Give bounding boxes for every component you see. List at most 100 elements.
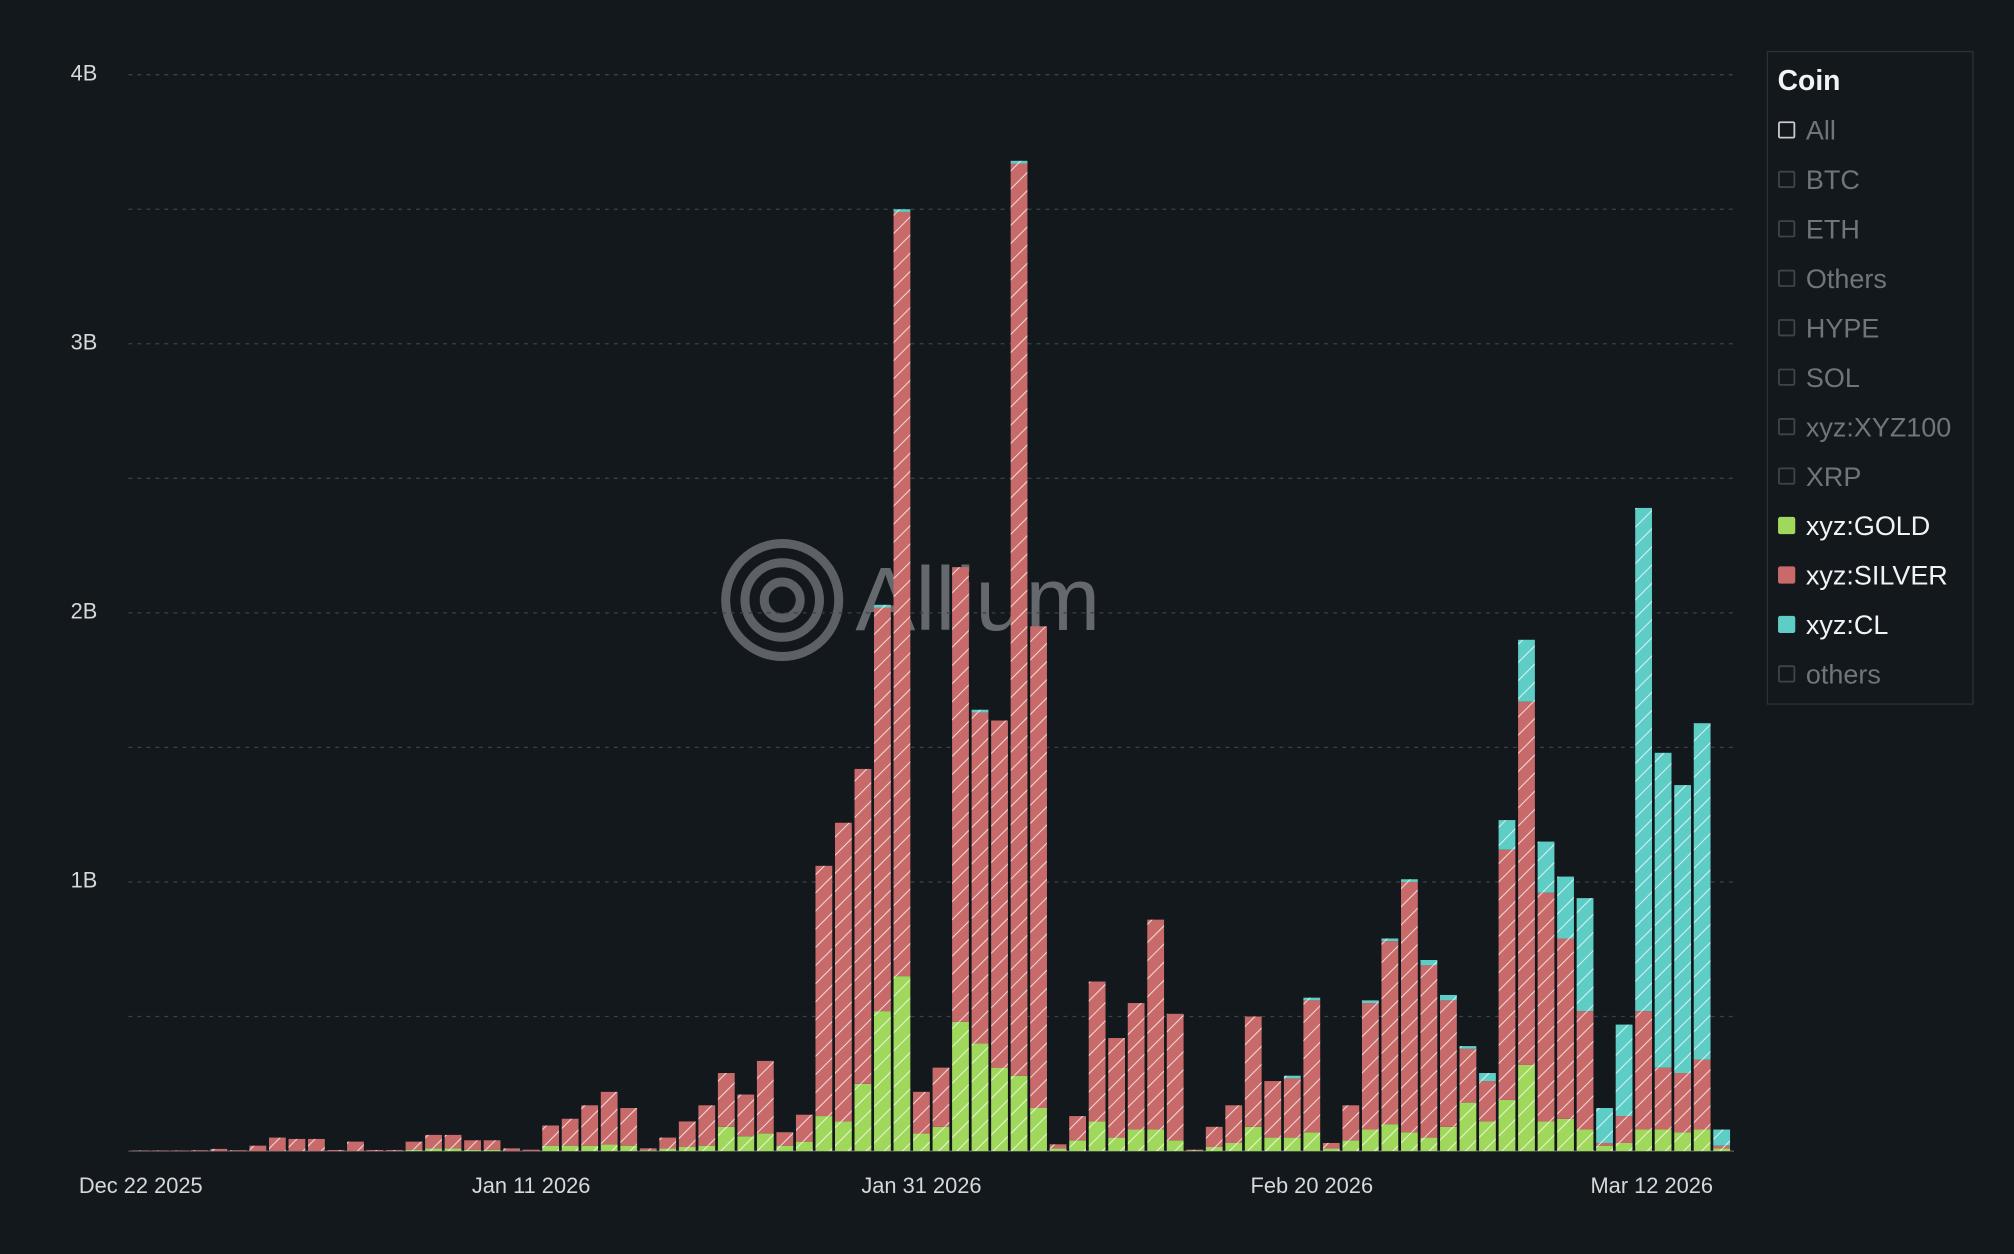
bar-segment [1361, 1129, 1379, 1152]
bar-segment [1283, 1075, 1301, 1079]
y-tick-label: 2B [71, 599, 98, 624]
x-tick-label: Jan 11 2026 [472, 1173, 591, 1198]
bar-segment [952, 1021, 969, 1152]
bar-segment [249, 1145, 267, 1152]
bar-segment [151, 1150, 169, 1152]
bar-segment [581, 1105, 599, 1146]
bar-segment [171, 1150, 189, 1152]
bar-segment [190, 1150, 208, 1152]
legend-checkbox [1778, 220, 1796, 238]
legend-label: xyz:GOLD [1806, 511, 1930, 541]
bar-segment [834, 822, 852, 1122]
bar-segment [1030, 626, 1047, 1108]
bar-segment [1498, 1099, 1516, 1152]
bar-segment [893, 209, 911, 212]
legend-label: HYPE [1806, 313, 1879, 343]
bar-segment [327, 1149, 345, 1152]
bar-segment [1479, 1081, 1496, 1122]
bar-segment [1127, 1129, 1145, 1152]
bar-segment [1596, 1142, 1613, 1146]
bar-segment [1576, 1011, 1594, 1130]
bar-segment [1400, 881, 1418, 1133]
legend-label: xyz:XYZ100 [1806, 412, 1951, 442]
bar-segment [1244, 1126, 1262, 1152]
legend-label: others [1806, 660, 1881, 690]
bar-segment [991, 1067, 1008, 1152]
bar-segment [854, 1083, 872, 1152]
bar-segment [776, 1145, 794, 1152]
bar-segment [620, 1107, 638, 1146]
bar-segment [1537, 892, 1555, 1122]
bar-segment [1596, 1145, 1613, 1152]
legend-label: ETH [1806, 215, 1860, 245]
bar-segment [425, 1148, 442, 1152]
bar-segment [678, 1147, 696, 1152]
bar-segment [1361, 1000, 1379, 1004]
bar-segment [366, 1149, 384, 1152]
bar-segment [913, 1133, 930, 1152]
bar-segment [1069, 1140, 1086, 1152]
bar-segment [893, 211, 911, 977]
bar-segment [1381, 941, 1399, 1125]
bar-segment [1576, 1129, 1594, 1152]
bar-segment [1381, 938, 1399, 942]
bar-segment [1166, 1013, 1184, 1141]
bar-segment [561, 1145, 579, 1152]
bar-segment [1322, 1142, 1340, 1149]
bar-segment [1693, 1129, 1711, 1152]
bar-segment [1010, 1075, 1028, 1152]
bar-segment [639, 1148, 657, 1151]
bar-segment [1654, 752, 1672, 1068]
bar-segment [834, 1121, 852, 1152]
bar-segment [1186, 1150, 1204, 1152]
x-tick-label: Mar 12 2026 [1591, 1173, 1714, 1198]
bar-segment [1674, 1073, 1692, 1133]
bar-segment [1693, 723, 1711, 1060]
bar-segment [1303, 1000, 1321, 1133]
bar-segment [1088, 981, 1106, 1122]
bar-segment [1596, 1107, 1613, 1143]
bar-segment [1166, 1140, 1184, 1152]
bar-segment [1244, 1016, 1262, 1127]
bar-segment [756, 1060, 774, 1134]
bar-segment [1186, 1149, 1204, 1151]
bar-segment [1420, 959, 1438, 966]
bar-segment [522, 1149, 540, 1152]
bar-segment [874, 607, 891, 1012]
bar-segment [483, 1149, 501, 1152]
bar-segment [1440, 994, 1457, 1001]
bar-segment [132, 1150, 150, 1152]
bar-segment [268, 1137, 286, 1152]
bar-segment [1635, 1129, 1652, 1152]
bar-segment [678, 1121, 696, 1148]
bar-segment [874, 1011, 891, 1152]
bar-segment [1283, 1078, 1301, 1138]
bar-segment [1615, 1116, 1633, 1143]
watermark-logo-ring [759, 577, 805, 623]
bar-segment [1654, 1129, 1672, 1152]
bar-segment [1049, 1144, 1067, 1149]
bar-segment [1537, 841, 1555, 893]
bar-segment [717, 1073, 735, 1127]
bar-segment [1674, 785, 1692, 1074]
bar-segment [1615, 1024, 1633, 1117]
bar-segment [1147, 919, 1165, 1130]
bar-segment [405, 1149, 423, 1152]
bar-segment [1400, 1132, 1418, 1152]
bar-segment [1361, 1003, 1379, 1130]
legend-label: BTC [1806, 165, 1860, 195]
legend-checkbox [1778, 516, 1796, 535]
bar-segment [913, 1091, 930, 1134]
bar-segment [854, 768, 872, 1084]
bar-segment [1420, 1137, 1438, 1152]
legend-label: Others [1806, 264, 1887, 294]
bar-segment [600, 1144, 618, 1152]
bar-segment [893, 976, 911, 1152]
bar-segment [1225, 1105, 1243, 1143]
y-tick-label: 3B [71, 330, 98, 355]
bar-segment [932, 1067, 950, 1127]
bar-segment [1518, 1064, 1535, 1152]
bar-segment [1127, 1003, 1145, 1130]
bar-segment [1713, 1145, 1731, 1149]
